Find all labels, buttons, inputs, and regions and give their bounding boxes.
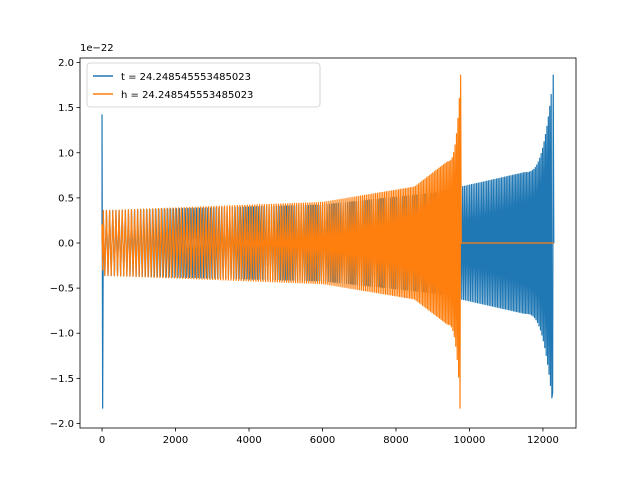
legend-frame [86,62,321,108]
y-tick-label: −1.0 [50,329,74,340]
x-tick-label: 0 [99,435,105,446]
y-tick-label: 1.0 [58,148,74,159]
series-layer [101,74,555,409]
y-tick-label: 2.0 [58,58,74,69]
y-tick-label: −1.5 [50,374,74,385]
x-tick-label: 10000 [454,435,486,446]
legend: t = 24.248545553485023 h = 24.24854555348… [86,62,321,108]
x-tick-label: 12000 [527,435,559,446]
x-axis: 0 2000 4000 6000 8000 10000 12000 [99,428,559,446]
y-tick-label: 1.5 [58,103,74,114]
legend-label-1: h = 24.248545553485023 [121,90,253,101]
y-tick-label: −0.5 [50,284,74,295]
y-tick-label: −2.0 [50,419,74,430]
x-tick-label: 6000 [310,435,335,446]
y-axis: −2.0 −1.5 −1.0 −0.5 0.0 0.5 1.0 1.5 2.0 [50,58,80,430]
x-tick-label: 8000 [383,435,408,446]
x-tick-label: 2000 [163,435,188,446]
y-offset-label: 1e−22 [80,43,114,54]
legend-label-0: t = 24.248545553485023 [121,72,251,83]
x-tick-label: 4000 [236,435,261,446]
series-line-1 [101,74,554,409]
y-tick-label: 0.5 [58,193,74,204]
y-tick-label: 0.0 [58,239,74,250]
